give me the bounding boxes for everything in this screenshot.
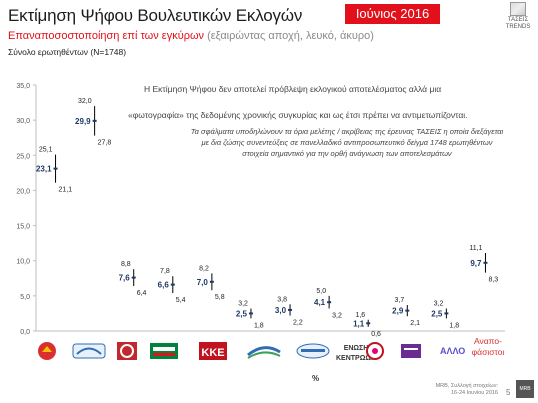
lower-bound-label: 8,3 [488, 277, 498, 284]
lower-bound-label: 6,4 [137, 290, 147, 297]
subtitle-note: (εξαιρώντας αποχή, λευκό, άκυρο) [204, 30, 374, 42]
upper-bound-label: 3,2 [434, 301, 444, 308]
upper-bound-label: 8,2 [199, 265, 209, 272]
error-disclaimer: Τα σφάλματα υποδηλώνουν τα όρια μελέτης … [190, 127, 504, 158]
disclaimer-notice: Η Εκτίμηση Ψήφου δεν αποτελεί πρόβλεψη ε… [128, 76, 538, 128]
date-badge: Ιούνιος 2016 [345, 4, 440, 24]
label-allo: ΑΛΛΟ [440, 346, 466, 356]
upper-bound-label: 5,0 [316, 288, 326, 295]
estimate-label: 3,0 [275, 306, 287, 315]
lower-bound-label: 0,6 [371, 331, 381, 338]
y-tick-label: 20,0 [16, 188, 30, 195]
y-tick-label: 5,0 [20, 294, 30, 301]
subtitle-main: Επαναποσοστοποίηση επί των εγκύρων [8, 30, 205, 42]
brand-name: ΤΑΣΕΙΣ [507, 17, 529, 23]
estimate-label: 23,1 [36, 165, 52, 174]
upper-bound-label: 11,1 [469, 245, 482, 252]
party-logo-9 [364, 340, 386, 362]
lower-bound-label: 5,4 [176, 297, 186, 304]
lower-bound-label: 21,1 [59, 187, 73, 194]
party-logo-6 [246, 340, 282, 362]
label-anapofasistoi: Αναπο-φάσιστοι [471, 336, 505, 357]
notice-line-2: «φωτογραφία» της δεδομένης χρονικής συγκ… [128, 110, 468, 120]
estimate-label: 4,1 [314, 298, 326, 307]
y-tick-label: 35,0 [16, 83, 30, 90]
notice-line-1: Η Εκτίμηση Ψήφου δεν αποτελεί πρόβλεψη ε… [144, 84, 442, 94]
footer-company: MRB, Συλλογή στοιχείων: [435, 383, 498, 389]
y-tick-label: 30,0 [16, 118, 30, 125]
estimate-label: 2,5 [236, 309, 248, 318]
lower-bound-label: 1,8 [449, 322, 459, 329]
estimate-label: 29,9 [75, 117, 91, 126]
lower-bound-label: 3,2 [332, 313, 342, 320]
lower-bound-label: 1,8 [254, 322, 264, 329]
page-number: 5 [506, 388, 511, 397]
party-logo-4 [149, 340, 179, 362]
svg-text:ΕΝΩΣΗ: ΕΝΩΣΗ [344, 345, 369, 352]
footer-source: MRB, Συλλογή στοιχείων: 16-24 Ιουνίου 20… [400, 383, 498, 397]
upper-bound-label: 7,8 [160, 268, 170, 275]
brand-logo: ΤΑΣΕΙΣ TRENDS [502, 2, 534, 30]
lower-bound-label: 2,1 [410, 320, 420, 327]
upper-bound-label: 25,1 [39, 147, 53, 154]
estimate-label: 7,6 [119, 274, 131, 283]
party-logo-kke: ΚΚΕ [198, 340, 228, 362]
lower-bound-label: 5,8 [215, 294, 225, 301]
upper-bound-label: 8,8 [121, 261, 131, 268]
party-logo-10 [398, 340, 424, 362]
party-logo-1 [34, 340, 60, 362]
svg-text:ΚΕΝΤΡΩΩΝ: ΚΕΝΤΡΩΩΝ [336, 355, 376, 362]
estimate-label: 9,7 [470, 259, 482, 268]
svg-text:ΚΚΕ: ΚΚΕ [201, 347, 224, 359]
y-tick-label: 15,0 [16, 224, 30, 231]
sample-size: Σύνολο ερωτηθέντων (N=1748) [8, 47, 127, 57]
party-logo-7 [295, 340, 331, 362]
lower-bound-label: 2,2 [293, 320, 303, 327]
upper-bound-label: 1,6 [355, 312, 365, 319]
footer-dates: 16-24 Ιουνίου 2016 [451, 390, 498, 396]
upper-bound-label: 32,0 [78, 98, 92, 105]
lower-bound-label: 27,8 [98, 140, 112, 147]
mrb-logo: MRB [516, 380, 534, 398]
upper-bound-label: 3,7 [395, 297, 405, 304]
page-title: Εκτίμηση Ψήφου Βουλευτικών Εκλογών [8, 6, 303, 25]
party-logo-2 [72, 340, 106, 362]
estimate-label: 2,9 [392, 307, 404, 316]
upper-bound-label: 3,2 [238, 301, 248, 308]
estimate-label: 2,5 [431, 309, 443, 318]
brand-mark-icon [510, 2, 526, 16]
brand-sub: TRENDS [505, 23, 531, 30]
y-tick-label: 0,0 [20, 329, 30, 336]
estimate-label: 7,0 [197, 278, 209, 287]
upper-bound-label: 3,8 [277, 296, 287, 303]
party-logo-enosi-kentroon: ΕΝΩΣΗ ΚΕΝΤΡΩΩΝ [336, 340, 376, 362]
y-tick-label: 25,0 [16, 153, 30, 160]
subtitle: Επαναποσοστοποίηση επί των εγκύρων (εξαι… [8, 30, 374, 42]
estimate-label: 6,6 [158, 281, 170, 290]
party-logo-3 [115, 340, 139, 362]
x-axis-unit: % [312, 374, 320, 383]
y-tick-label: 10,0 [16, 259, 30, 266]
estimate-label: 1,1 [353, 319, 365, 328]
